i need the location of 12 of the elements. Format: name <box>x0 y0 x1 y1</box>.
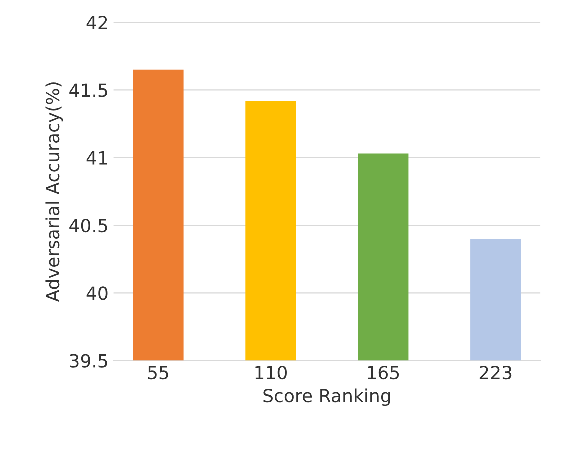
y-tick-label: 39.5 <box>70 354 108 368</box>
x-tick-label: 165 <box>368 366 400 380</box>
y-tick-label: 40 <box>86 286 108 300</box>
x-tick-label: 110 <box>256 366 287 380</box>
y-axis-title: Adversarial Accuracy(%) <box>46 82 64 302</box>
y-tick-label: 40.5 <box>70 218 108 233</box>
x-axis-title: Score Ranking <box>264 388 390 406</box>
x-tick-label: 223 <box>480 366 512 380</box>
x-tick-label: 55 <box>148 366 168 380</box>
y-tick-label: 41 <box>86 152 108 165</box>
y-tick-label: 41.5 <box>70 84 108 98</box>
y-tick-label: 42 <box>86 16 108 30</box>
